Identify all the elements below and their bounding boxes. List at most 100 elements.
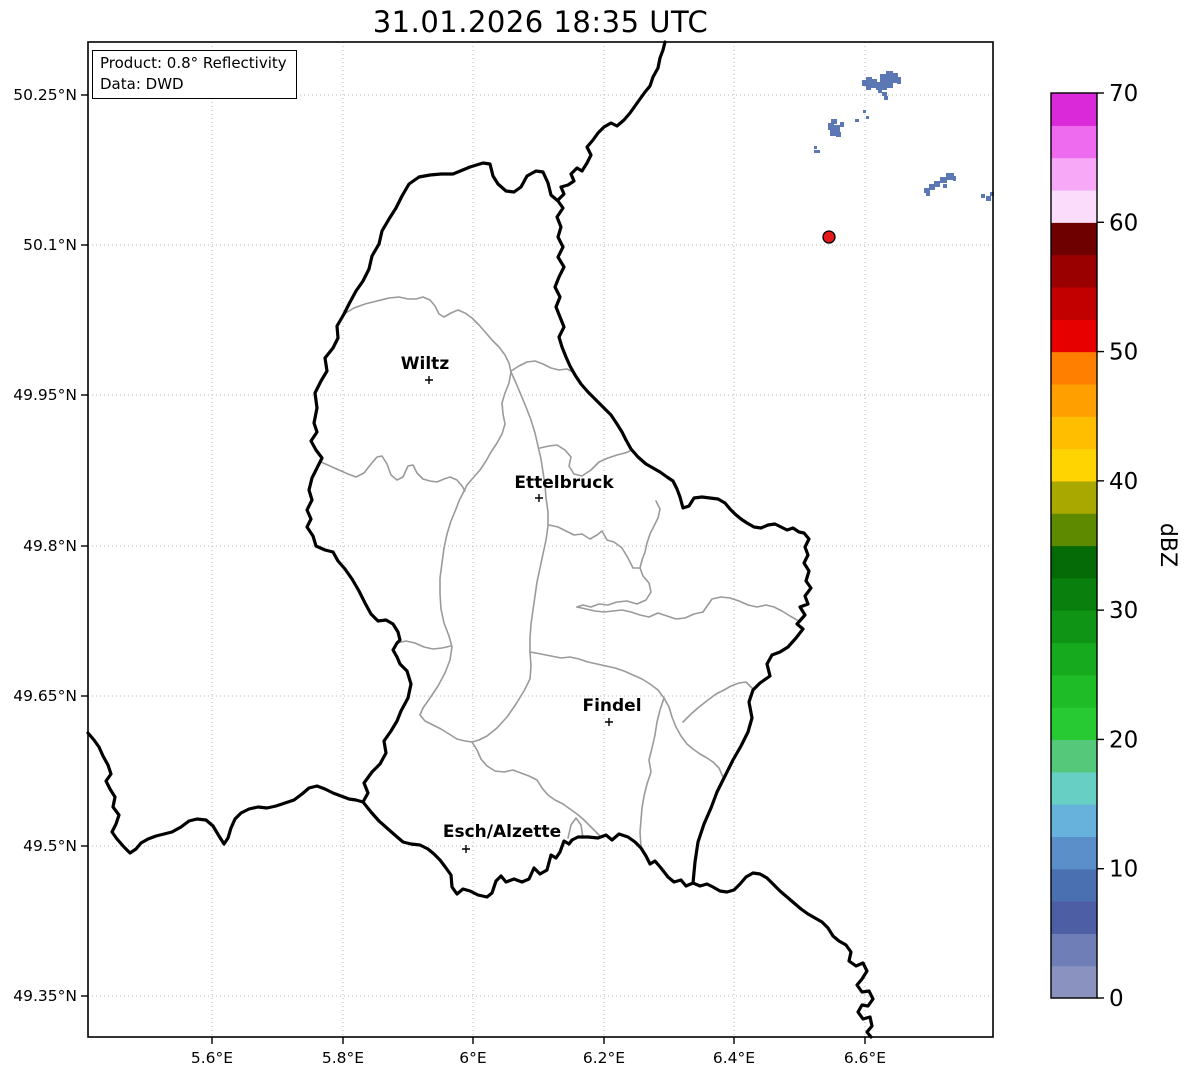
product-info-box: Product: 0.8° Reflectivity Data: DWD <box>92 50 297 100</box>
product-line: Product: 0.8° Reflectivity <box>100 54 287 72</box>
colorbar-unit-label: dBZ <box>1155 523 1180 567</box>
radar-echo-cell <box>943 184 947 188</box>
colorbar: 0 10 20 30 40 50 60 70 dBZ <box>1050 81 1180 1012</box>
plot-frame <box>87 41 994 1038</box>
radar-echoes <box>814 71 994 201</box>
city: Findel <box>582 696 642 726</box>
district-border <box>471 371 549 743</box>
colorbar-segment <box>1051 222 1097 256</box>
colorbar-segment <box>1051 351 1097 385</box>
radar-echo-cell <box>981 194 985 198</box>
colorbar-segment <box>1051 480 1097 514</box>
colorbar-tick-label: 20 <box>1109 727 1138 753</box>
radar-echo-cell <box>926 193 930 196</box>
radar-echo-cell <box>866 86 871 90</box>
lat-tick-label: 49.8°N <box>23 537 77 555</box>
radar-echo-cell <box>990 192 994 196</box>
colorbar-segment <box>1051 674 1097 708</box>
lon-tick-label: 6°E <box>459 1049 486 1067</box>
district-border <box>576 500 661 608</box>
radar-echo-cell <box>881 83 887 90</box>
colorbar-tick-label: 40 <box>1109 469 1138 495</box>
radar-echo-cell <box>876 82 881 90</box>
city-label: Findel <box>582 696 641 716</box>
radar-echo-cell <box>946 173 954 180</box>
radar-echo-cell <box>866 116 869 119</box>
radar-echo-cell <box>866 77 872 86</box>
lon-tick-label: 6.2°E <box>583 1049 625 1067</box>
district-border <box>320 455 466 492</box>
radar-echo-cell <box>862 80 867 86</box>
radar-echo-cell <box>834 125 840 132</box>
colorbar-segment <box>1051 319 1097 353</box>
colorbar-segment <box>1051 901 1097 934</box>
radar-echo-cell <box>986 196 991 201</box>
lon-tick-label: 5.6°E <box>191 1049 233 1067</box>
radar-echo-cell <box>814 146 817 149</box>
radar-echo-cell <box>878 89 882 93</box>
colorbar-tick-label: 50 <box>1109 340 1138 366</box>
lat-tick-label: 49.35°N <box>13 987 77 1005</box>
colorbar-segment <box>1051 125 1097 159</box>
colorbar-frame <box>1050 92 1098 999</box>
radar-echo-cell <box>831 119 837 124</box>
radar-echo-cell <box>882 92 887 96</box>
colorbar-segment <box>1051 965 1097 999</box>
colorbar-segment <box>1051 642 1097 676</box>
city: Ettelbruck <box>514 473 614 502</box>
country-border <box>556 40 667 202</box>
lat-tick-label: 50.25°N <box>13 86 77 104</box>
city-marker-icon <box>462 845 470 853</box>
district-border <box>396 640 452 650</box>
radar-echo-cell <box>863 110 866 113</box>
district-borders <box>320 296 798 848</box>
radar-echo-cell <box>887 81 893 88</box>
radar-echo-cell <box>836 132 841 137</box>
colorbar-segment <box>1051 933 1097 967</box>
lat-tick-label: 49.5°N <box>23 837 77 855</box>
city-label: Esch/Alzette <box>443 822 561 842</box>
colorbar-tick-label: 0 <box>1109 986 1124 1012</box>
colorbar-tick-label: 60 <box>1109 210 1138 236</box>
district-border <box>548 524 641 569</box>
radar-echo-cell <box>840 122 844 127</box>
colorbar-tick-label: 30 <box>1109 598 1138 624</box>
lat-tick-label: 49.95°N <box>13 386 77 404</box>
radar-site-marker <box>822 230 836 244</box>
city-labels: Wiltz Ettelbruck Findel Esch/Alzette <box>401 354 642 853</box>
district-border <box>343 296 512 510</box>
country-border <box>305 161 813 899</box>
city-marker-icon <box>605 718 613 726</box>
district-border <box>539 444 631 477</box>
radar-echo-cell <box>897 77 901 84</box>
city: Esch/Alzette <box>443 822 561 853</box>
colorbar-segment <box>1051 804 1097 837</box>
country-border <box>86 731 365 855</box>
colorbar-segment <box>1051 610 1097 644</box>
district-border <box>529 651 724 778</box>
radar-echo-cell <box>953 176 956 181</box>
radar-echo-cell <box>855 119 859 122</box>
colorbar-tick-label: 10 <box>1109 857 1138 883</box>
radar-echo-cell <box>880 74 887 83</box>
colorbar-segment <box>1051 157 1097 191</box>
country-borders <box>86 40 875 1039</box>
district-border <box>639 697 665 848</box>
colorbar-segment <box>1051 286 1097 320</box>
colorbar-segment <box>1051 416 1097 450</box>
colorbar-segment <box>1051 513 1097 547</box>
district-border <box>682 681 753 723</box>
country-border <box>691 871 875 1039</box>
colorbar-segment <box>1051 383 1097 417</box>
colorbar-segment <box>1051 771 1097 805</box>
radar-echo-cell <box>940 177 947 183</box>
colorbar-segment <box>1051 739 1097 773</box>
colorbar-segment <box>1051 707 1097 741</box>
lon-tick-label: 6.6°E <box>844 1049 886 1067</box>
city-marker-icon <box>425 376 433 384</box>
colorbar-segment <box>1051 577 1097 611</box>
city-marker-icon <box>535 494 543 502</box>
axis-ticks: 50.25°N 50.1°N 49.95°N 49.8°N 49.65°N 49.5°N 4… <box>13 86 886 1067</box>
colorbar-segment <box>1051 254 1097 288</box>
